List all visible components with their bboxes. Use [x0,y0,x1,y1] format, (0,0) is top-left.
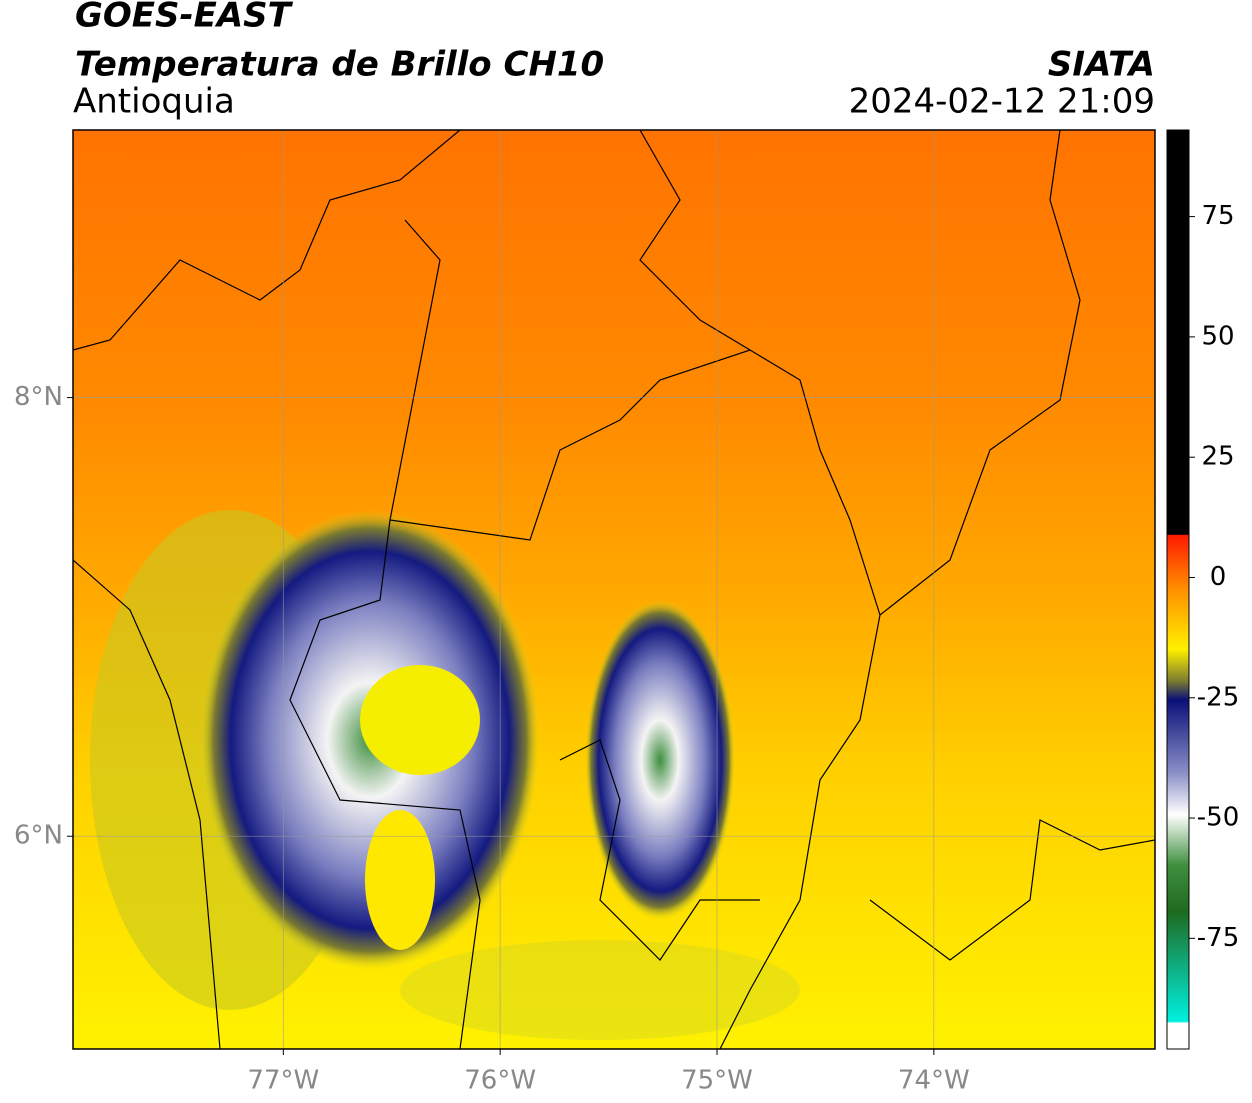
x-tick-label: 75°W [681,1066,753,1096]
colorbar [1166,129,1190,1050]
cloud-haze [400,940,800,1040]
borders [73,130,1155,1049]
x-tick-label: 74°W [898,1066,970,1096]
x-tick-label: 77°W [247,1066,319,1096]
map-frame [72,129,1156,1050]
colorbar-tick-label: -25 [1197,682,1239,712]
x-tick-label: 76°W [464,1066,536,1096]
colorbar-tick-label: -75 [1197,923,1239,953]
cloud-gap [365,810,435,950]
y-tick-label: 8°N [14,382,63,412]
colorbar-tick-label: -50 [1197,803,1239,833]
cloud-gap [360,665,480,775]
colorbar-tick-label: 0 [1210,562,1227,592]
region: Antioquia [73,82,235,122]
cloud-east [585,600,735,920]
colorbar-tick-label: 75 [1201,201,1234,231]
datetime: 2024-02-12 21:09 [849,82,1155,122]
tick-layer: 77°W 76°W 75°W 74°W 6°N 8°N 75 50 25 0 -25 -50 -75 [14,201,1239,1095]
title: GOES-EAST [75,0,294,36]
subtitle: Temperatura de Brillo CH10 [75,45,604,85]
colorbar-tick-label: 50 [1201,321,1234,351]
map-image [73,130,1155,1049]
source: SIATA [1048,45,1155,85]
colorbar-tick-label: 25 [1201,442,1234,472]
y-tick-label: 6°N [14,821,63,851]
graticule [73,130,1155,1049]
